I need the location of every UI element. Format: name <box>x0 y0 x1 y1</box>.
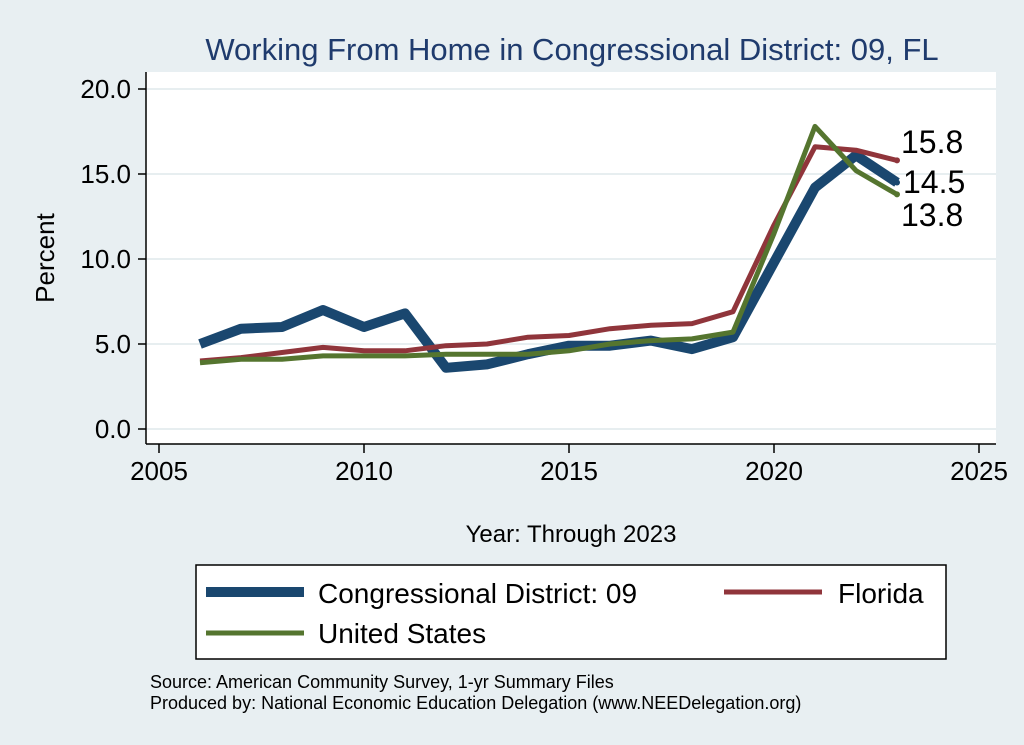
legend-box <box>195 564 947 660</box>
x-tick-label: 2025 <box>950 456 1008 486</box>
axes <box>145 72 996 445</box>
legend-label-district: Congressional District: 09 <box>318 578 637 609</box>
end-labels: 14.5 15.8 13.8 <box>894 124 965 233</box>
x-tick-label: 2015 <box>540 456 598 486</box>
series-group <box>198 123 900 373</box>
end-point-0 <box>894 179 900 186</box>
end-point-1 <box>894 157 900 164</box>
legend: Congressional District: 09 Florida Unite… <box>195 564 947 660</box>
y-tick-label: 20.0 <box>80 74 131 104</box>
series-line-2 <box>199 123 899 366</box>
source-note: Source: American Community Survey, 1-yr … <box>150 672 614 692</box>
y-tick-label: 5.0 <box>95 329 131 359</box>
y-axis-label: Percent <box>30 212 60 302</box>
x-axis-ticks: 2005 2010 2015 2020 2025 <box>130 444 1008 486</box>
plot-area <box>146 72 996 444</box>
end-point-2 <box>894 191 900 198</box>
end-label-1: 15.8 <box>901 124 963 160</box>
end-label-0: 14.5 <box>903 164 965 200</box>
end-label-2: 13.8 <box>901 197 963 233</box>
produced-by-note: Produced by: National Economic Education… <box>150 693 801 713</box>
x-axis-label: Year: Through 2023 <box>466 521 677 548</box>
y-tick-label: 15.0 <box>80 159 131 189</box>
y-axis-ticks: 0.0 5.0 10.0 15.0 20.0 <box>80 74 146 444</box>
y-tick-label: 10.0 <box>80 244 131 274</box>
x-tick-label: 2010 <box>335 456 393 486</box>
chart-title: Working From Home in Congressional Distr… <box>205 32 938 67</box>
y-tick-label: 0.0 <box>95 414 131 444</box>
x-tick-label: 2020 <box>745 456 803 486</box>
legend-label-florida: Florida <box>838 578 924 609</box>
x-tick-label: 2005 <box>130 456 188 486</box>
series-line-0 <box>198 150 900 373</box>
legend-label-us: United States <box>318 618 486 649</box>
